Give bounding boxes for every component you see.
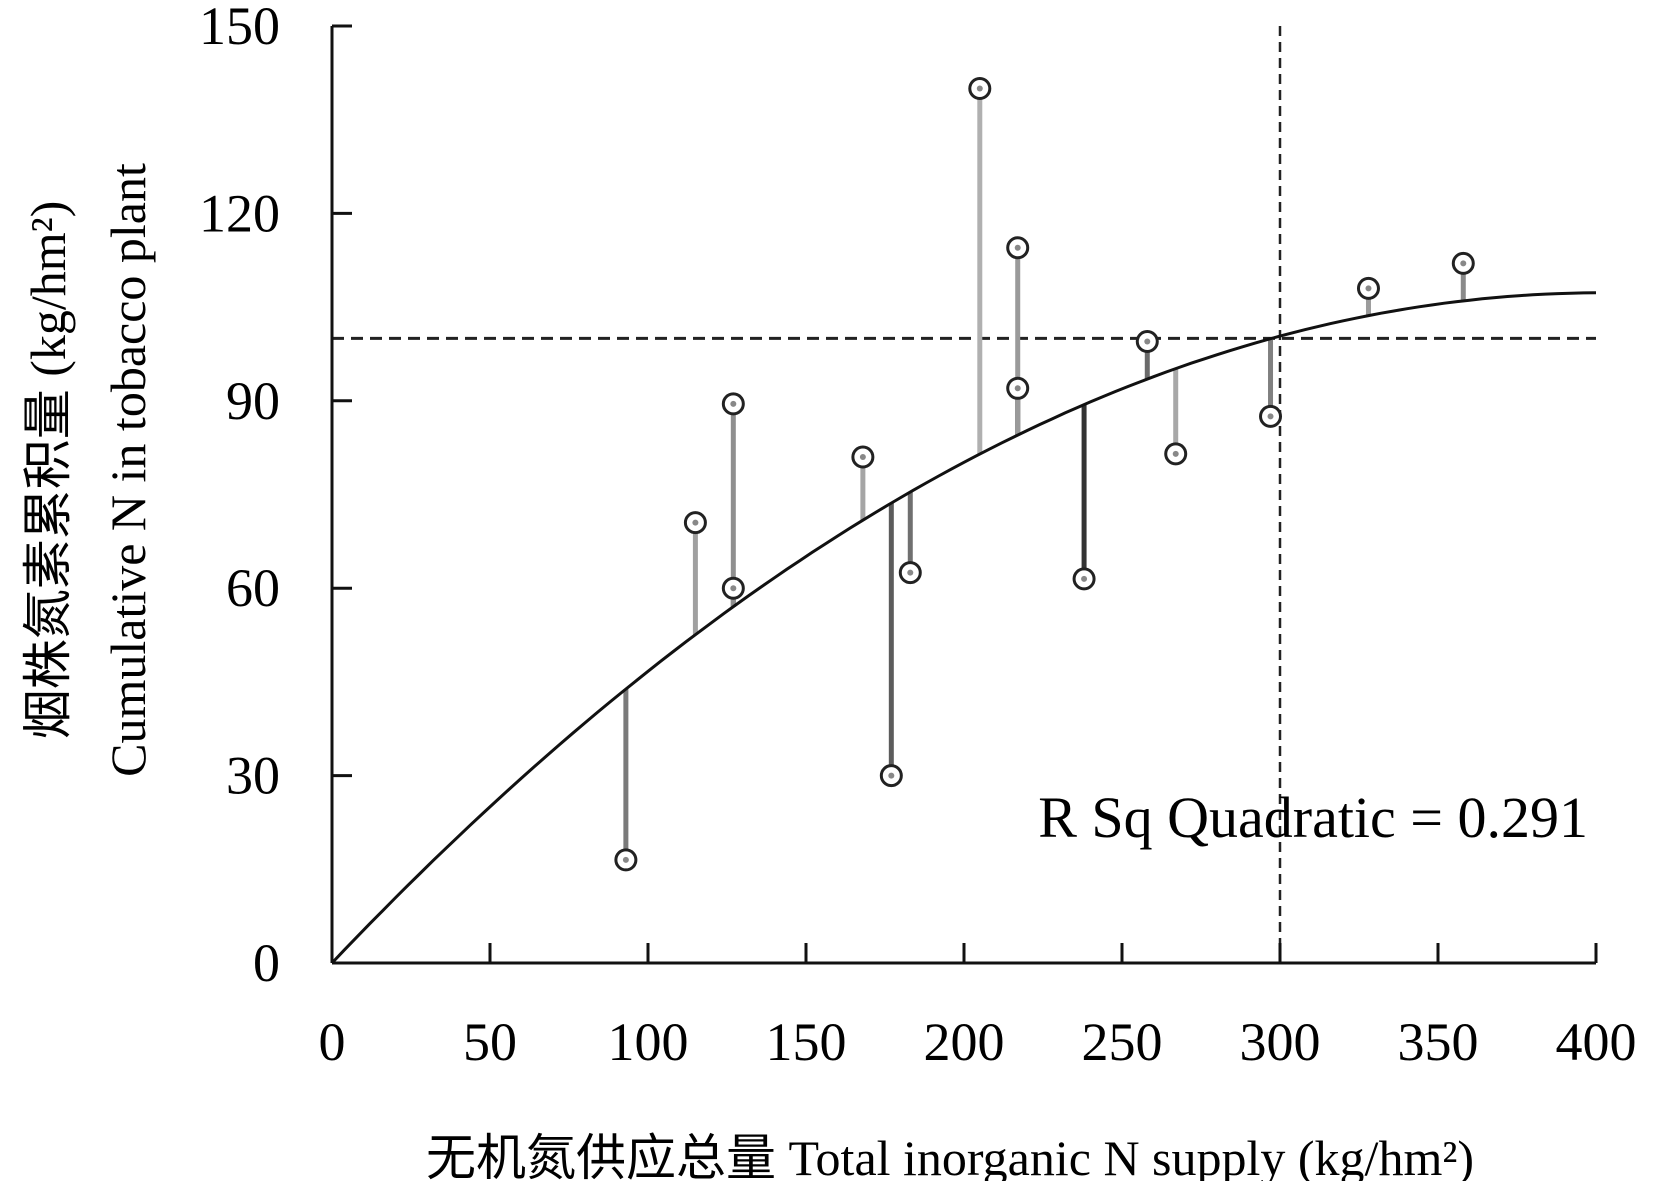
x-tick-label: 150 bbox=[766, 1012, 847, 1072]
x-axis-title: 无机氮供应总量 Total inorganic N supply (kg/hm²… bbox=[426, 1130, 1474, 1181]
x-tick-label: 400 bbox=[1556, 1012, 1637, 1072]
data-point-center bbox=[1365, 285, 1372, 292]
data-point-center bbox=[976, 85, 983, 92]
data-point-center bbox=[1460, 260, 1467, 267]
x-tick-label: 300 bbox=[1240, 1012, 1321, 1072]
residual-lines bbox=[623, 88, 1466, 860]
data-point-center bbox=[859, 454, 866, 461]
reference-lines bbox=[332, 26, 1596, 963]
axes: 0 50 100 150 200 250 300 350 400 0 30 60 90 120 150 bbox=[199, 0, 1637, 1072]
data-point-center bbox=[1081, 575, 1088, 582]
data-point-center bbox=[1172, 450, 1179, 457]
x-tick-label: 0 bbox=[319, 1012, 346, 1072]
quadratic-fit-curve bbox=[330, 291, 1597, 965]
data-point-center bbox=[692, 519, 699, 526]
y-axis-title-line2: Cumulative N in tobacco plant bbox=[100, 163, 156, 777]
axis-labels: 无机氮供应总量 Total inorganic N supply (kg/hm²… bbox=[20, 163, 1588, 1186]
x-tick-label: 100 bbox=[608, 1012, 689, 1072]
y-tick-label: 120 bbox=[199, 183, 280, 243]
data-point-center bbox=[888, 772, 895, 779]
data-points bbox=[614, 76, 1475, 872]
x-tick-label: 250 bbox=[1082, 1012, 1163, 1072]
data-point-center bbox=[1014, 385, 1021, 392]
data-point-center bbox=[1267, 413, 1274, 420]
x-tick-label: 200 bbox=[924, 1012, 1005, 1072]
y-tick-label: 60 bbox=[226, 558, 280, 618]
data-point-center bbox=[1144, 338, 1151, 345]
data-point-center bbox=[730, 585, 737, 592]
x-tick-label: 350 bbox=[1398, 1012, 1479, 1072]
y-tick-label: 30 bbox=[226, 746, 280, 806]
x-tick-label: 50 bbox=[463, 1012, 517, 1072]
data-point-center bbox=[730, 400, 737, 407]
data-point-center bbox=[622, 856, 629, 863]
data-point-center bbox=[1014, 244, 1021, 251]
y-tick-label: 0 bbox=[253, 933, 280, 993]
y-tick-label: 90 bbox=[226, 371, 280, 431]
y-tick-label: 150 bbox=[199, 0, 280, 56]
y-axis-title-line1: 烟株氮素累积量 (kg/hm²) bbox=[20, 201, 76, 740]
fit-curve-group bbox=[330, 291, 1597, 965]
r-squared-annotation: R Sq Quadratic = 0.291 bbox=[1038, 785, 1588, 850]
data-point-center bbox=[907, 569, 914, 576]
